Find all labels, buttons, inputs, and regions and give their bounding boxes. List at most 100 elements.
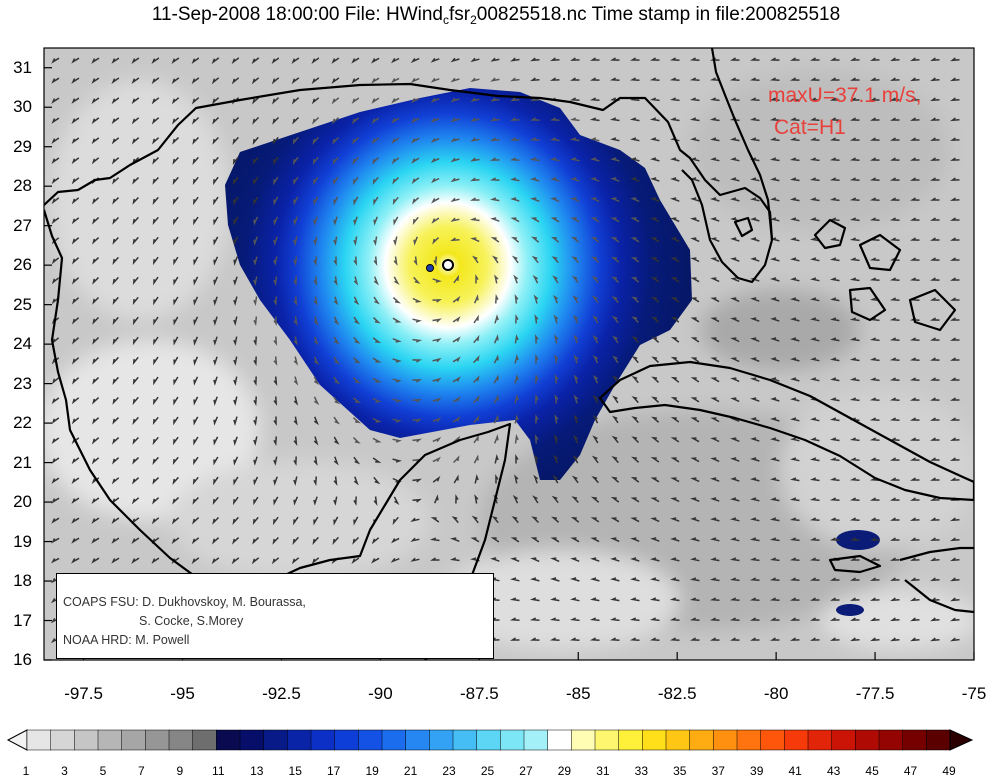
wind-arrow [253, 496, 259, 506]
wind-arrow [529, 617, 540, 622]
wind-arrow [233, 496, 239, 506]
wind-arrow [930, 277, 940, 281]
wind-arrow [554, 354, 559, 364]
wind-arrow [430, 137, 440, 144]
wind-arrow [213, 456, 219, 466]
wind-arrow [515, 313, 519, 324]
wind-arrow [630, 157, 640, 162]
wind-arrow [910, 477, 920, 481]
wind-arrow [293, 216, 298, 226]
wind-arrow [251, 57, 260, 65]
wind-arrow [592, 415, 599, 424]
wind-arrow [132, 477, 140, 485]
wind-arrow [750, 317, 760, 322]
wind-arrow [889, 457, 900, 461]
wind-arrow [950, 257, 960, 261]
wind-arrow [770, 397, 780, 402]
wind-arrow [393, 256, 398, 266]
wind-arrow [849, 477, 860, 482]
wind-arrow [592, 335, 599, 344]
wind-arrow [192, 496, 199, 505]
wind-arrow [470, 177, 480, 182]
wind-arrow [51, 57, 60, 64]
y-tick-label: 28 [13, 176, 32, 196]
wind-arrow [253, 456, 258, 466]
wind-arrow [489, 177, 500, 181]
wind-arrow [649, 97, 660, 102]
wind-arrow [535, 353, 539, 364]
wind-arrow [253, 176, 259, 186]
wind-arrow [373, 476, 381, 485]
wind-arrow [273, 416, 277, 426]
title-file-part3: 00825518.nc [476, 4, 587, 25]
wind-arrow [790, 217, 800, 222]
wind-arrow [572, 434, 579, 444]
wind-arrow [292, 117, 300, 125]
wind-arrow [332, 117, 340, 125]
wind-arrow [352, 137, 360, 145]
wind-arrow [650, 537, 660, 542]
wind-arrow [870, 577, 880, 581]
wind-arrow [670, 217, 680, 223]
wind-arrow [152, 436, 159, 446]
wind-arrow [470, 77, 480, 83]
wind-arrow [770, 277, 780, 282]
wind-arrow [690, 357, 700, 363]
wind-arrow [470, 137, 480, 142]
wind-arrow [313, 236, 318, 246]
wind-arrow [233, 416, 238, 426]
wind-arrow [789, 77, 800, 81]
wind-arrow [611, 335, 619, 344]
wind-arrow [810, 637, 820, 641]
wind-arrow [51, 497, 60, 504]
wind-arrow [829, 137, 840, 141]
wind-arrow [690, 397, 700, 403]
wind-arrow [572, 295, 579, 304]
wind-arrow [193, 376, 199, 386]
wind-arrow [930, 257, 940, 261]
wind-arrow [730, 397, 740, 403]
wind-arrow [573, 394, 579, 404]
wind-arrow [514, 394, 519, 404]
wind-arrow [471, 515, 479, 524]
wind-arrow [549, 117, 560, 121]
wind-arrow [729, 97, 740, 102]
wind-arrow [333, 196, 339, 206]
wind-arrow [450, 217, 460, 222]
credits-line-1: COAPS FSU: D. Dukhovskoy, M. Bourassa, [63, 595, 306, 609]
wind-arrow [412, 498, 422, 503]
wind-arrow [513, 274, 519, 284]
wind-arrow [131, 117, 140, 125]
colorbar-cell [405, 729, 430, 751]
wind-arrow [790, 617, 800, 621]
wind-arrow [71, 517, 80, 524]
wind-arrow [352, 436, 361, 444]
wind-arrow [293, 436, 298, 446]
wind-arrow [510, 57, 520, 62]
wind-arrow [192, 136, 200, 145]
wind-arrow [71, 417, 80, 425]
wind-arrow [510, 236, 520, 243]
wind-arrow [830, 297, 840, 302]
wind-arrow [670, 537, 680, 542]
wind-arrow [650, 557, 660, 562]
wind-arrow [930, 517, 940, 521]
wind-arrow [450, 57, 460, 63]
wind-arrow [650, 277, 660, 283]
wind-arrow [352, 377, 362, 384]
wind-arrow [152, 236, 159, 246]
wind-arrow [630, 537, 640, 542]
wind-arrow [171, 517, 180, 525]
wind-arrow [71, 197, 80, 205]
wind-arrow [111, 517, 120, 524]
wind-arrow [870, 137, 880, 141]
wind-arrow [331, 97, 340, 105]
wind-arrow [829, 497, 840, 502]
wind-arrow [453, 455, 460, 464]
wind-arrow [849, 117, 860, 121]
wind-arrow [273, 276, 278, 287]
wind-arrow [890, 557, 900, 561]
wind-arrow [629, 637, 640, 641]
wind-arrow [372, 317, 381, 324]
wind-arrow [790, 277, 800, 282]
